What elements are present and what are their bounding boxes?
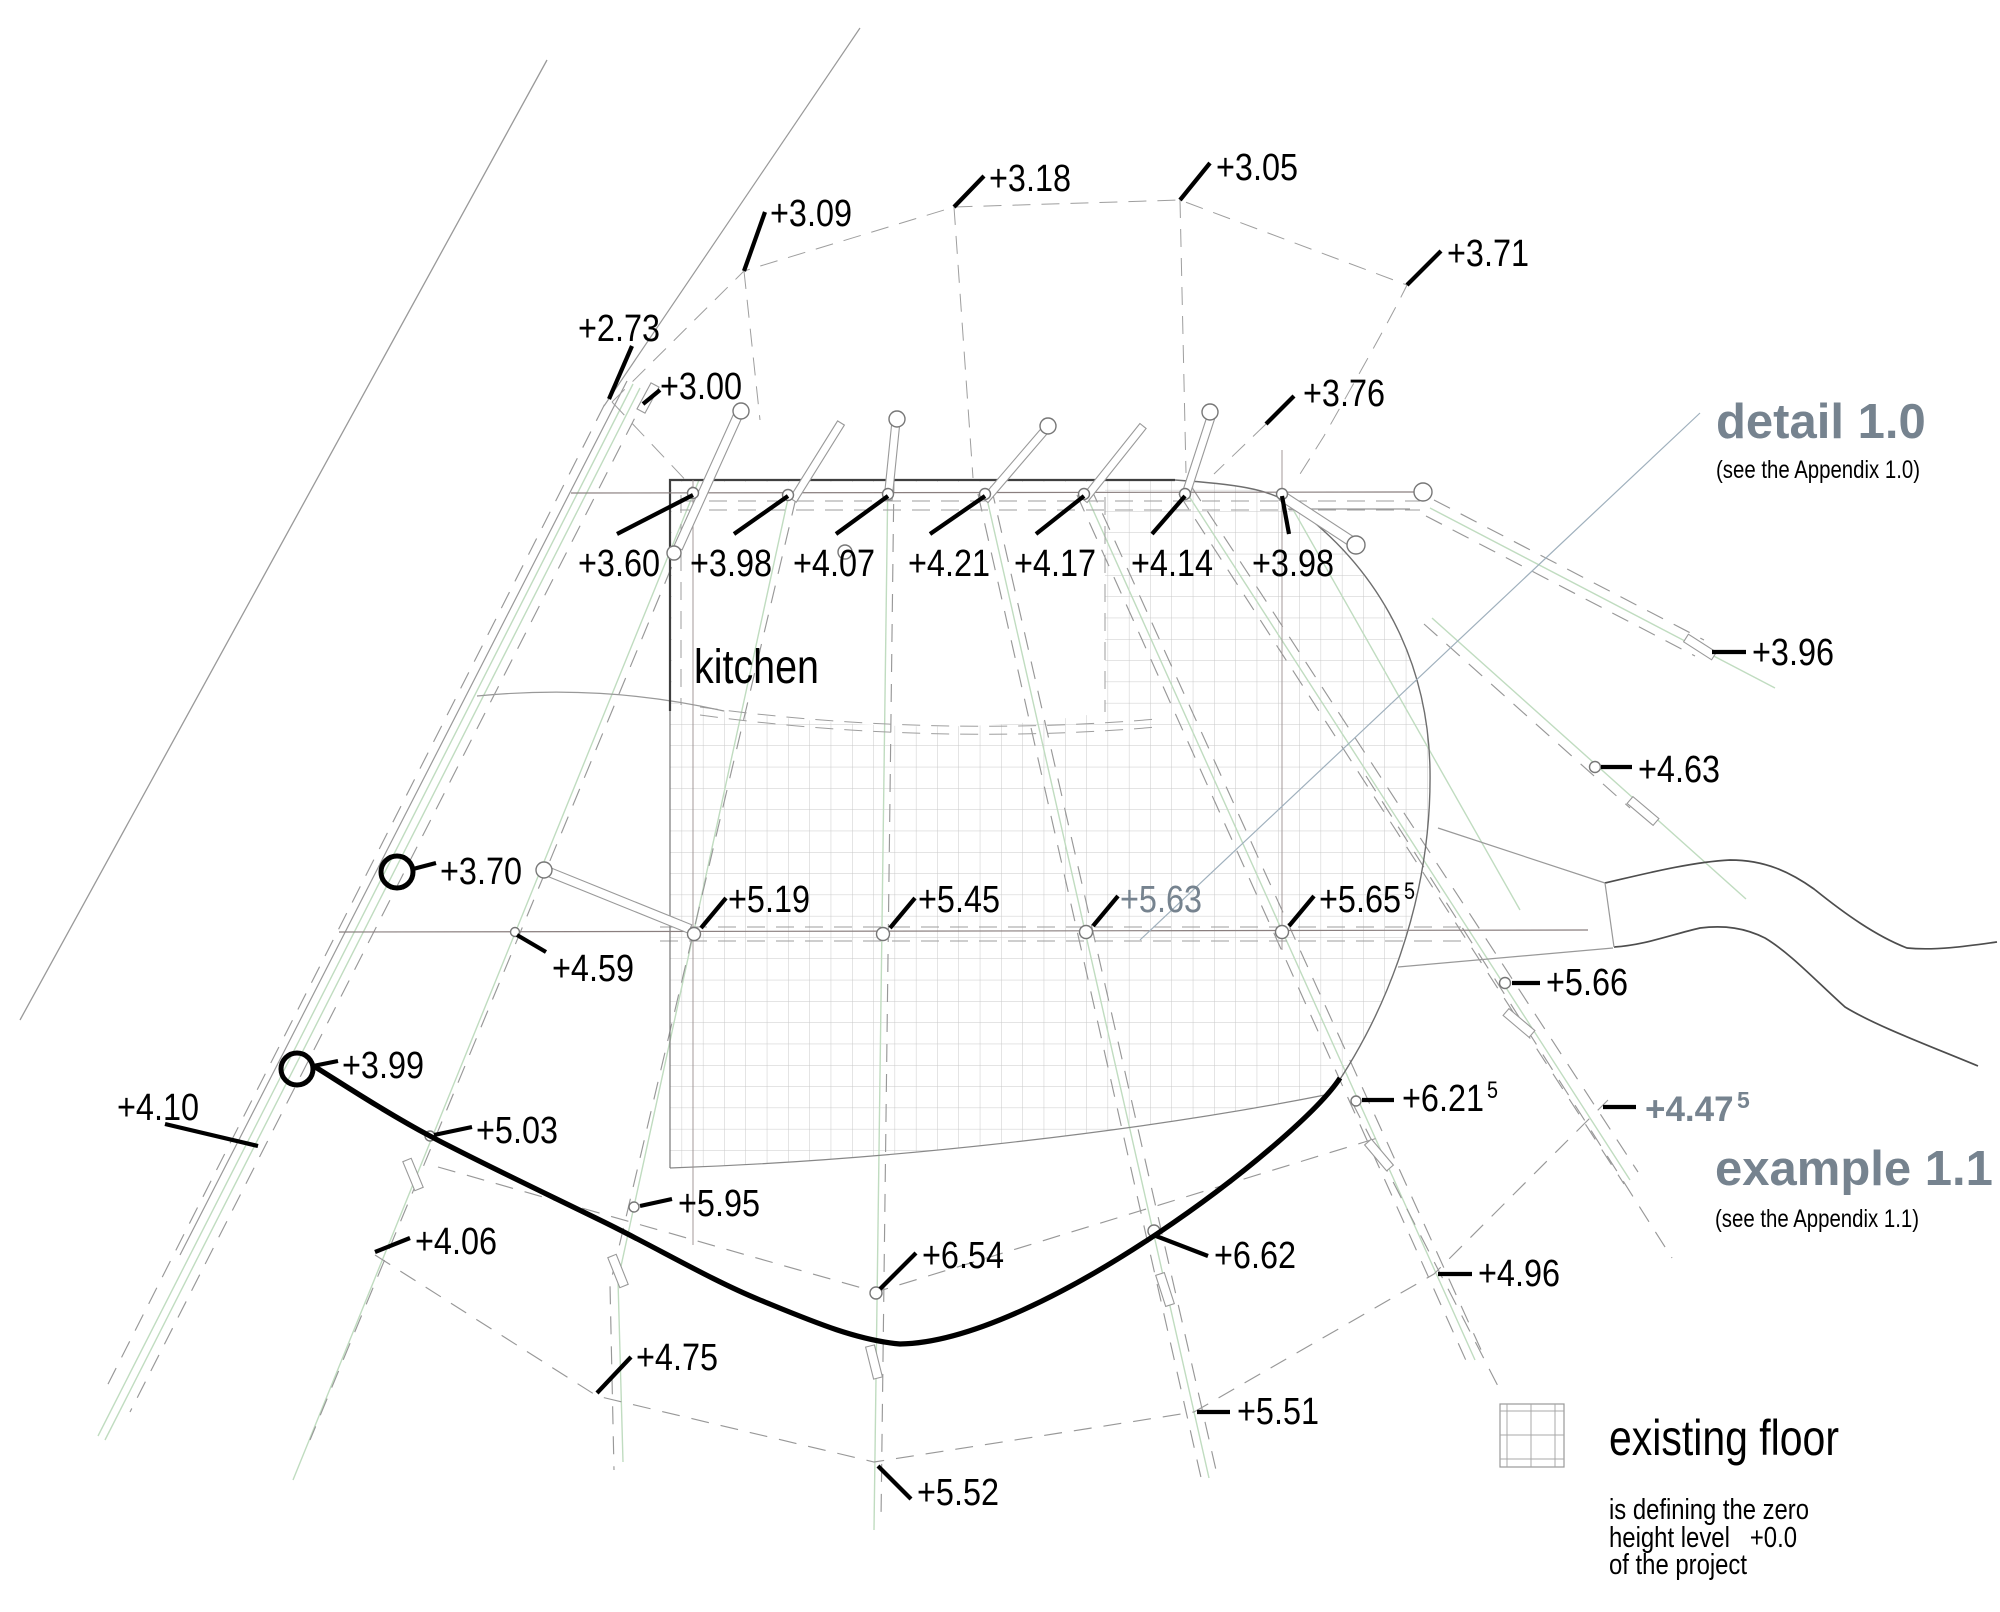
svg-text:+5.95: +5.95 [678,1183,760,1225]
svg-text:kitchen: kitchen [694,641,819,694]
svg-text:+3.76: +3.76 [1303,373,1385,415]
svg-text:+3.09: +3.09 [770,193,852,235]
svg-text:+4.96: +4.96 [1478,1253,1560,1295]
svg-text:+4.17: +4.17 [1014,543,1096,585]
svg-text:+6.62: +6.62 [1214,1235,1296,1277]
svg-text:+4.10: +4.10 [117,1087,199,1129]
svg-text:+3.00: +3.00 [660,366,742,408]
svg-text:5: 5 [1737,1087,1750,1113]
svg-text:+3.18: +3.18 [989,158,1071,200]
svg-text:+5.45: +5.45 [918,879,1000,921]
svg-text:+6.21: +6.21 [1402,1078,1484,1120]
svg-text:+3.60: +3.60 [578,543,660,585]
svg-text:+3.70: +3.70 [440,851,522,893]
svg-text:+3.05: +3.05 [1216,147,1298,189]
svg-text:+4.75: +4.75 [636,1337,718,1379]
svg-text:5: 5 [1404,878,1415,905]
svg-text:(see the Appendix 1.0): (see the Appendix 1.0) [1716,456,1920,484]
svg-text:+3.96: +3.96 [1752,632,1834,674]
svg-text:is defining the zero: is defining the zero [1609,1494,1809,1526]
svg-text:of the project: of the project [1609,1549,1747,1581]
svg-text:+3.98: +3.98 [1252,543,1334,585]
svg-text:existing floor: existing floor [1609,1410,1839,1466]
svg-text:+3.98: +3.98 [690,543,772,585]
svg-text:+4.59: +4.59 [552,948,634,990]
svg-text:+4.06: +4.06 [415,1221,497,1263]
svg-text:+5.52: +5.52 [917,1472,999,1514]
svg-text:+4.21: +4.21 [908,543,990,585]
svg-text:detail 1.0: detail 1.0 [1716,395,1926,449]
svg-text:+5.51: +5.51 [1237,1391,1319,1433]
svg-text:(see the Appendix 1.1): (see the Appendix 1.1) [1715,1205,1919,1233]
svg-text:+5.66: +5.66 [1546,962,1628,1004]
svg-text:+3.71: +3.71 [1447,233,1529,275]
svg-text:+4.47: +4.47 [1645,1090,1734,1129]
svg-text:+2.73: +2.73 [578,308,660,350]
svg-text:5: 5 [1487,1077,1498,1104]
svg-text:+5.65: +5.65 [1319,879,1401,921]
svg-text:+6.54: +6.54 [922,1235,1004,1277]
svg-text:+4.14: +4.14 [1131,543,1213,585]
svg-text:+4.07: +4.07 [793,543,875,585]
svg-text:height level +0.0: height level +0.0 [1609,1522,1797,1554]
svg-text:+5.19: +5.19 [728,879,810,921]
svg-text:example 1.1: example 1.1 [1715,1142,1993,1196]
svg-text:+4.63: +4.63 [1638,749,1720,791]
svg-text:+3.99: +3.99 [342,1045,424,1087]
svg-text:+5.03: +5.03 [476,1110,558,1152]
svg-text:+5.63: +5.63 [1120,879,1202,921]
